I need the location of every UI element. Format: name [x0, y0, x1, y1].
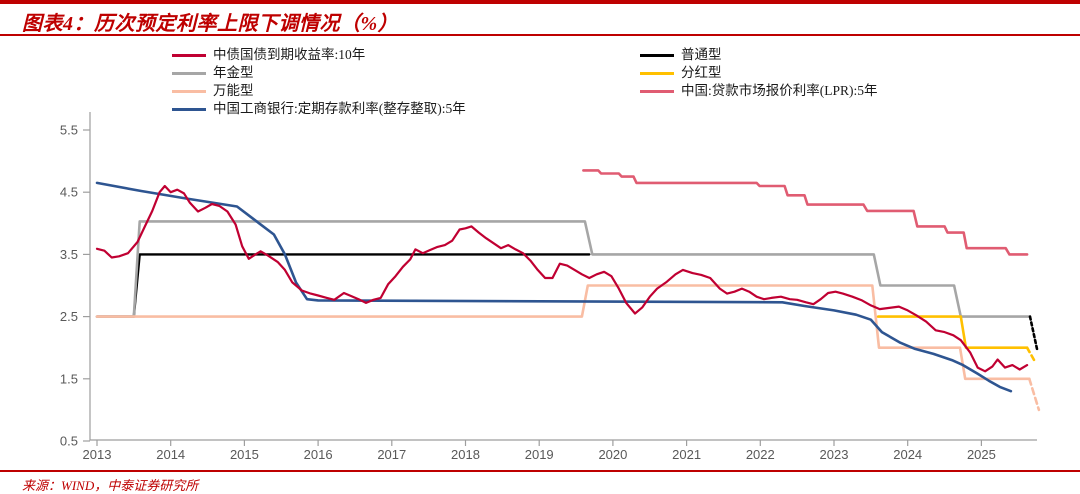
svg-text:5.5: 5.5 [60, 123, 78, 138]
legend-label: 年金型 [213, 65, 254, 80]
svg-text:2016: 2016 [304, 447, 333, 462]
svg-text:2014: 2014 [156, 447, 185, 462]
legend-item-icbc-deposit: 中国工商银行:定期存款利率(整存整取):5年 [172, 100, 466, 118]
source-note: 来源：WIND，中泰证券研究所 [22, 478, 199, 493]
svg-text:2023: 2023 [820, 447, 849, 462]
svg-text:2025: 2025 [967, 447, 996, 462]
svg-text:1.5: 1.5 [60, 371, 78, 386]
svg-text:2022: 2022 [746, 447, 775, 462]
legend-item-treasury-10y: 中债国债到期收益率:10年 [172, 46, 466, 64]
legend-item-participating: 分红型 [640, 64, 878, 82]
svg-text:4.5: 4.5 [60, 185, 78, 200]
svg-text:2024: 2024 [893, 447, 922, 462]
legend-label: 中国工商银行:定期存款利率(整存整取):5年 [213, 101, 466, 116]
page-title: 图表4：历次预定利率上限下调情况（%） [22, 13, 399, 35]
svg-text:2021: 2021 [672, 447, 701, 462]
svg-text:2.5: 2.5 [60, 309, 78, 324]
ordinary-line-swatch [640, 53, 674, 57]
svg-text:2018: 2018 [451, 447, 480, 462]
svg-text:2020: 2020 [598, 447, 627, 462]
treasury-line-swatch [172, 53, 206, 57]
top-red-bar [0, 0, 1080, 4]
legend-label: 万能型 [213, 83, 254, 98]
svg-text:0.5: 0.5 [60, 434, 78, 449]
source-divider [0, 470, 1080, 472]
svg-text:3.5: 3.5 [60, 247, 78, 262]
icbc-line-swatch [172, 107, 206, 111]
annuity-line-swatch [172, 71, 206, 75]
svg-text:2015: 2015 [230, 447, 259, 462]
legend-label: 中国:贷款市场报价利率(LPR):5年 [681, 83, 878, 98]
legend-right-column: 普通型 分红型 中国:贷款市场报价利率(LPR):5年 [640, 46, 878, 100]
legend-label: 普通型 [681, 47, 722, 62]
svg-text:2013: 2013 [83, 447, 112, 462]
legend-item-ordinary: 普通型 [640, 46, 878, 64]
lpr-line-swatch [640, 89, 674, 93]
universal-line-swatch [172, 89, 206, 93]
legend-item-lpr-5y: 中国:贷款市场报价利率(LPR):5年 [640, 82, 878, 100]
svg-text:2019: 2019 [525, 447, 554, 462]
participating-line-swatch [640, 71, 674, 75]
legend-label: 分红型 [681, 65, 722, 80]
legend-item-annuity: 年金型 [172, 64, 466, 82]
legend-label: 中债国债到期收益率:10年 [213, 47, 366, 62]
title-divider [0, 34, 1080, 36]
legend-left-column: 中债国债到期收益率:10年 年金型 万能型 中国工商银行:定期存款利率(整存整取… [172, 46, 466, 118]
svg-text:2017: 2017 [377, 447, 406, 462]
legend-item-universal: 万能型 [172, 82, 466, 100]
